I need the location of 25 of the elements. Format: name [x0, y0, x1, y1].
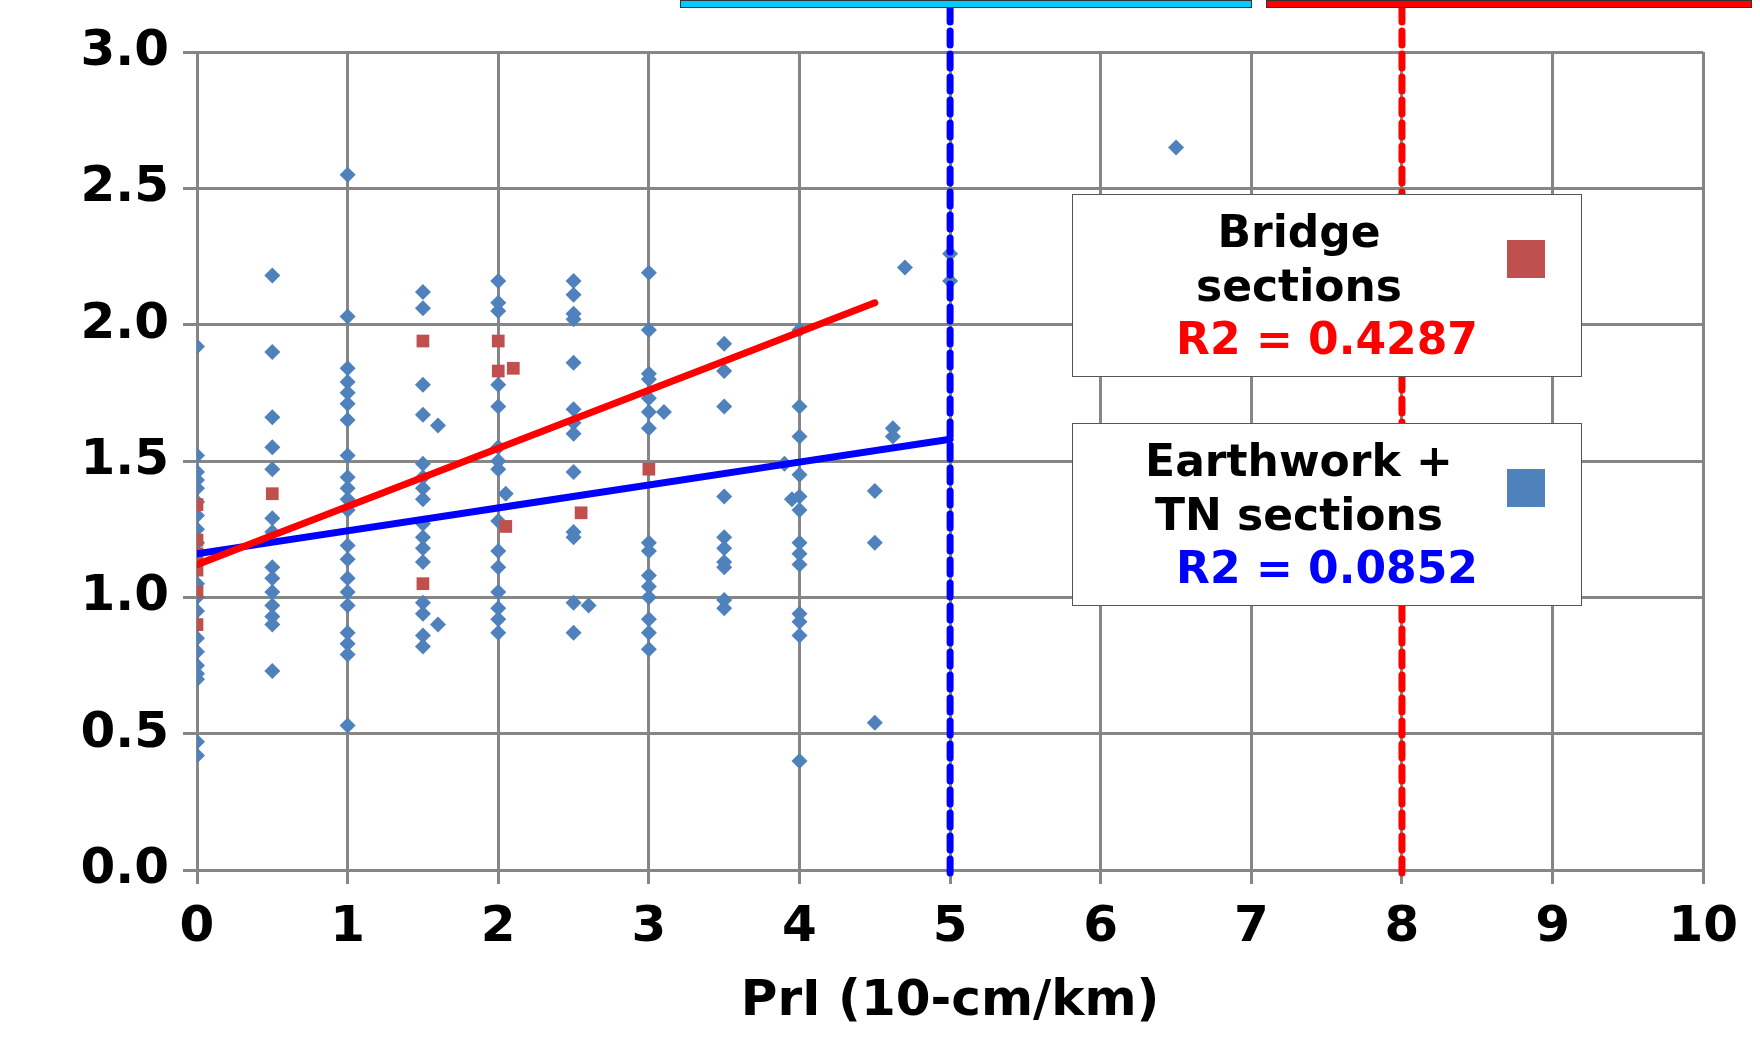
x-tick-label: 8 [1384, 894, 1420, 953]
y-tick-label: 0.5 [80, 700, 169, 759]
x-tick-label: 10 [1668, 894, 1739, 953]
x-tick-label: 7 [1233, 894, 1269, 953]
legend-box: Earthwork + TN sections R2 = 0.0852 [1072, 423, 1582, 607]
x-tick-label: 6 [1083, 894, 1119, 953]
x-tick-label: 4 [782, 894, 817, 953]
x-tick-label: 2 [480, 894, 516, 953]
x-axis-title: PrI (10-cm/km) [740, 968, 1160, 1027]
annotation: R2 = 0.0852 [1176, 542, 1478, 594]
legend-label: Earthwork + TN sections [1144, 434, 1454, 542]
annotation: R2 = 0.4287 [1176, 313, 1478, 365]
x-tick-label: 9 [1535, 894, 1570, 953]
x-tick-label: 3 [631, 894, 667, 953]
x-tick-label: 5 [932, 894, 968, 953]
y-tick-label: 2.5 [80, 155, 169, 214]
y-tick-label: 2.0 [80, 291, 169, 350]
x-tick-label: 1 [330, 894, 366, 953]
y-tick-label: 3.0 [80, 18, 169, 77]
y-tick-label: 0.0 [80, 836, 169, 895]
legend-label: Bridge sections [1195, 205, 1403, 313]
x-tick-label: 0 [179, 894, 215, 953]
y-tick-label: 1.5 [80, 427, 169, 486]
y-tick-label: 1.0 [80, 564, 169, 623]
legend-box: Bridge sections R2 = 0.4287 [1072, 194, 1582, 377]
